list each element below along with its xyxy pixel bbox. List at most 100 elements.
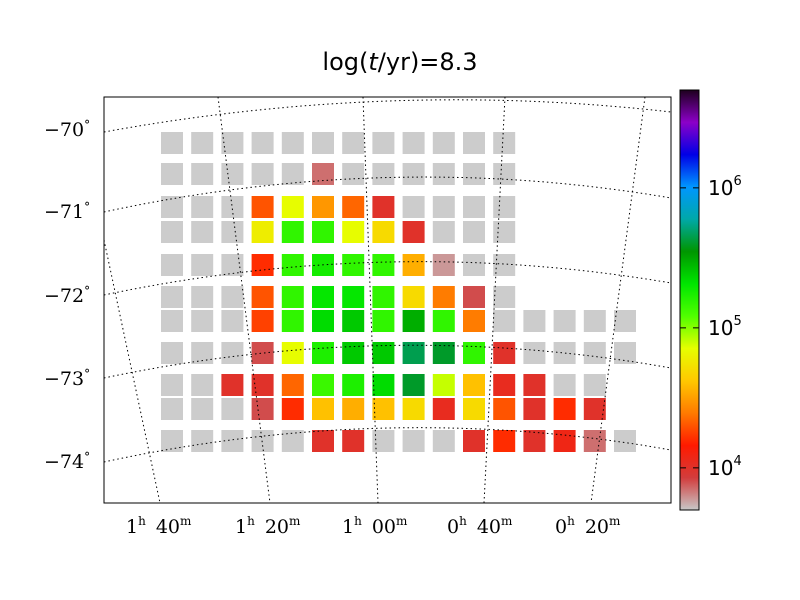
heatmap-cell: [161, 430, 183, 452]
heatmap-cell: [463, 196, 485, 218]
heatmap-cell: [251, 286, 274, 308]
dec-gridline: [104, 176, 671, 213]
heatmap-cell: [251, 221, 274, 243]
heatmap-cell: [281, 196, 304, 218]
chart-title: log(t/yr)=8.3: [322, 48, 477, 76]
ra-gridline: [104, 239, 161, 503]
heatmap-cell: [281, 132, 304, 154]
colorbar-ticks: 104 105 106: [680, 174, 742, 480]
dec-tick-label: −70°: [44, 118, 90, 141]
heatmap-cell: [463, 254, 485, 276]
heatmap-cell: [161, 310, 183, 332]
heatmap-cell: [191, 430, 214, 452]
heatmap-cell: [161, 398, 183, 420]
heatmap-cell: [493, 163, 516, 185]
heatmap-cell: [402, 374, 425, 396]
heatmap-cell: [463, 374, 485, 396]
heatmap-cell: [251, 342, 274, 364]
colorbar: [679, 89, 700, 511]
heatmap-cell: [614, 310, 636, 332]
heatmap-cell: [372, 374, 395, 396]
heatmap-cell: [191, 196, 214, 218]
heatmap-cell: [493, 196, 516, 218]
ra-gridline: [362, 97, 379, 503]
heatmap-cell: [583, 430, 606, 452]
heatmap-cell: [493, 310, 516, 332]
heatmap-cell: [523, 310, 546, 332]
heatmap-cell: [432, 342, 455, 364]
heatmap-cell: [432, 430, 455, 452]
heatmap-cell: [583, 374, 606, 396]
heatmap-cell: [493, 221, 516, 243]
heatmap-cell: [161, 342, 183, 364]
heatmap-cell: [432, 196, 455, 218]
heatmap-cell: [372, 163, 395, 185]
heatmap-cell: [493, 286, 516, 308]
heatmap-cell: [342, 374, 365, 396]
heatmap-cell: [342, 221, 365, 243]
heatmap-cell: [372, 254, 395, 276]
heatmap-cell: [463, 221, 485, 243]
heatmap-cell: [614, 430, 636, 452]
heatmap-cell: [281, 286, 304, 308]
heatmap-cell: [312, 221, 334, 243]
heatmap-cell: [161, 196, 183, 218]
heatmap-cell: [372, 132, 395, 154]
heatmap-cell: [342, 398, 365, 420]
heatmap-cell: [432, 286, 455, 308]
heatmap-cell: [493, 398, 516, 420]
heatmap-cell: [402, 430, 425, 452]
heatmap-cell: [342, 163, 365, 185]
heatmap-cell: [191, 163, 214, 185]
heatmap-cell: [402, 254, 425, 276]
heatmap-cell: [251, 374, 274, 396]
heatmap-cell: [402, 221, 425, 243]
heatmap-cell: [191, 132, 214, 154]
coordinate-gridlines: [104, 97, 671, 503]
plot-frame: [103, 96, 672, 504]
heatmap-cell: [372, 221, 395, 243]
heatmap-cell: [463, 430, 485, 452]
heatmap-cell: [463, 286, 485, 308]
heatmap-cell: [191, 221, 214, 243]
heatmap-cell: [342, 310, 365, 332]
heatmap-cell: [312, 374, 334, 396]
heatmap-cell: [614, 342, 636, 364]
heatmap-cell: [342, 286, 365, 308]
heatmap-cell: [463, 342, 485, 364]
heatmap-cell: [312, 310, 334, 332]
heatmap-cell: [221, 221, 244, 243]
heatmap-cell: [221, 398, 244, 420]
heatmap-cell: [281, 430, 304, 452]
heatmap-cell: [342, 196, 365, 218]
ra-gridline: [483, 97, 506, 503]
heatmap-cell: [432, 310, 455, 332]
heatmap-cell: [312, 342, 334, 364]
colorbar-tick-label: 105: [708, 314, 742, 340]
heatmap-cell: [221, 310, 244, 332]
ra-gridline: [590, 97, 646, 503]
heatmap-cell: [583, 398, 606, 420]
heatmap-cell: [161, 163, 183, 185]
heatmap-cell: [221, 254, 244, 276]
heatmap-cell: [553, 342, 576, 364]
ra-gridline: [217, 97, 271, 503]
heatmap-cell: [342, 254, 365, 276]
heatmap-cell: [583, 342, 606, 364]
heatmap-cell: [553, 374, 576, 396]
dec-gridline: [104, 344, 671, 379]
heatmap-cell: [161, 254, 183, 276]
heatmap-cell: [312, 286, 334, 308]
heatmap-cell: [312, 196, 334, 218]
heatmap-cell: [281, 398, 304, 420]
heatmap-cell: [251, 398, 274, 420]
heatmap-cell: [191, 342, 214, 364]
heatmap-cell: [523, 374, 546, 396]
heatmap-cell: [432, 221, 455, 243]
heatmap-cell: [463, 398, 485, 420]
heatmap-cell: [372, 310, 395, 332]
ra-tick-label: 1h 40m: [126, 514, 192, 538]
dec-gridline: [104, 261, 671, 296]
heatmap-cell: [553, 430, 576, 452]
